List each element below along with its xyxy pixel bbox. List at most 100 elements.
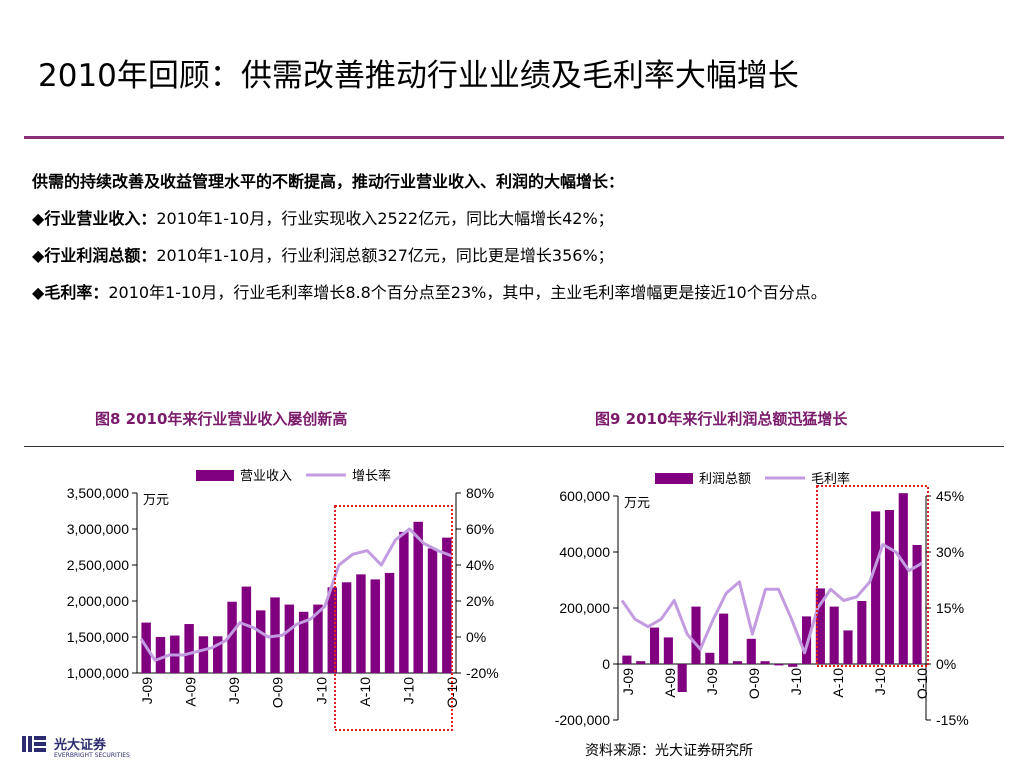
logo: 光大证券 EVERBRIGHT SECURITIES [20, 732, 130, 760]
x-tick-label: J-10 [400, 677, 416, 704]
bar [356, 574, 366, 673]
x-tick-label: A-10 [357, 677, 373, 707]
y-tick-label: 3,000,000 [67, 521, 129, 537]
bar [255, 610, 266, 673]
bar [871, 511, 881, 664]
bar [370, 579, 380, 673]
x-tick-label: J-09 [620, 668, 636, 695]
logo-sub: EVERBRIGHT SECURITIES [54, 752, 130, 759]
bullet-margin: ◆毛利率：2010年1-10月，行业毛利率增长8.8个百分点至23%，其中，主业… [32, 283, 1000, 303]
bar [384, 572, 395, 673]
y2-tick-label: 80% [466, 485, 494, 501]
bar [705, 652, 715, 664]
bar [184, 624, 194, 673]
diamond-icon: ◆ [32, 246, 45, 265]
x-tick-label: A-09 [183, 677, 199, 707]
legend-bar-swatch [196, 470, 234, 481]
diamond-icon: ◆ [32, 209, 45, 228]
bar [829, 606, 839, 664]
chart1-caption: 图8 2010年来行业营业收入屡创新高 [95, 410, 348, 428]
summary-text: 供需的持续改善及收益管理水平的不断提高，推动行业营业收入、利润的大幅增长： ◆行… [32, 172, 1000, 320]
y-tick-label: 200,000 [559, 600, 610, 616]
x-tick-label: O-10 [914, 668, 930, 699]
bar [636, 661, 646, 664]
bar [241, 586, 252, 673]
y-tick-label: -200,000 [555, 712, 610, 728]
bar [155, 637, 166, 673]
legend-label: 利润总额 [699, 471, 751, 486]
bar [663, 637, 673, 664]
x-tick-label: O-09 [270, 677, 286, 708]
caption-divider [24, 446, 1004, 447]
y-tick-label: 1,000,000 [67, 665, 129, 681]
x-tick-label: J-10 [788, 668, 804, 695]
y2-tick-label: -15% [936, 712, 969, 728]
y-tick-label: 600,000 [559, 488, 610, 504]
bar [341, 582, 352, 673]
y2-tick-label: 20% [466, 593, 494, 609]
bar [427, 548, 438, 673]
bar [815, 588, 825, 664]
profit-chart: 利润总额 毛利率 600,000 400,000 200,000 0 -200,000 45%… [555, 471, 969, 728]
unit-label: 万元 [624, 495, 650, 510]
y-tick-label: 0 [602, 656, 610, 672]
y-tick-label: 400,000 [559, 544, 610, 560]
bar [327, 587, 338, 673]
bullet-label: 毛利率： [44, 283, 109, 302]
intro-text: 供需的持续改善及收益管理水平的不断提高，推动行业营业收入、利润的大幅增长： [32, 172, 625, 191]
bar [884, 510, 895, 664]
bar [649, 627, 660, 664]
highlight-box [816, 485, 929, 667]
bar [788, 664, 798, 667]
legend-label: 毛利率 [811, 471, 850, 486]
bullet-revenue: ◆行业营业收入：2010年1-10月，行业实现收入2522亿元，同比大幅增长42… [32, 209, 1000, 229]
bar [313, 604, 323, 673]
bar [198, 636, 209, 673]
y-tick-label: 2,500,000 [67, 557, 129, 573]
line-series [139, 527, 453, 662]
bar [298, 611, 309, 673]
revenue-chart: 营业收入 增长率 3,500,000 3,000,000 2,500,000 2,000,… [67, 468, 499, 731]
bar [691, 606, 701, 664]
bar [912, 545, 922, 664]
x-tick-label: J-09 [139, 677, 155, 704]
source-note: 资料来源：光大证券研究所 [585, 743, 753, 759]
bullet-text: 2010年1-10月，行业利润总额327亿元，同比更是增长356%； [156, 246, 614, 265]
diamond-icon: ◆ [32, 283, 45, 302]
bar [898, 493, 908, 664]
y2-tick-label: 0% [466, 629, 486, 645]
bar [774, 664, 784, 666]
highlight-box [334, 505, 453, 731]
bullet-label: 行业利润总额： [44, 246, 157, 265]
x-tick-label: J-09 [226, 677, 242, 704]
bar [677, 664, 687, 692]
legend-label: 增长率 [352, 468, 391, 483]
y2-tick-label: -20% [466, 665, 499, 681]
logo-name: 光大证券 [54, 738, 107, 753]
unit-label: 万元 [143, 492, 169, 507]
x-tick-label: J-09 [704, 668, 720, 695]
bar [801, 616, 812, 664]
bar [284, 604, 295, 673]
x-tick-label: O-09 [746, 668, 762, 699]
bar [843, 630, 853, 664]
bar [622, 655, 632, 664]
bar [857, 601, 867, 664]
bar [442, 537, 452, 673]
y-tick-label: 1,500,000 [67, 629, 129, 645]
y2-tick-label: 15% [936, 600, 964, 616]
bar [746, 638, 756, 664]
chart2-caption: 图9 2010年来行业利润总额迅猛增长 [595, 410, 848, 428]
bar [399, 531, 409, 673]
y2-tick-label: 30% [936, 544, 964, 560]
line-series [620, 543, 923, 655]
bar [732, 661, 743, 664]
x-tick-label: J-10 [872, 668, 888, 695]
y-tick-label: 2,000,000 [67, 593, 129, 609]
bullet-text: 2010年1-10月，行业实现收入2522亿元，同比大幅增长42%； [156, 209, 614, 228]
y2-tick-label: 0% [936, 656, 956, 672]
bar [227, 601, 237, 673]
legend-bar-swatch [655, 473, 693, 484]
x-tick-label: A-10 [830, 668, 846, 698]
bullet-label: 行业营业收入： [44, 209, 157, 228]
